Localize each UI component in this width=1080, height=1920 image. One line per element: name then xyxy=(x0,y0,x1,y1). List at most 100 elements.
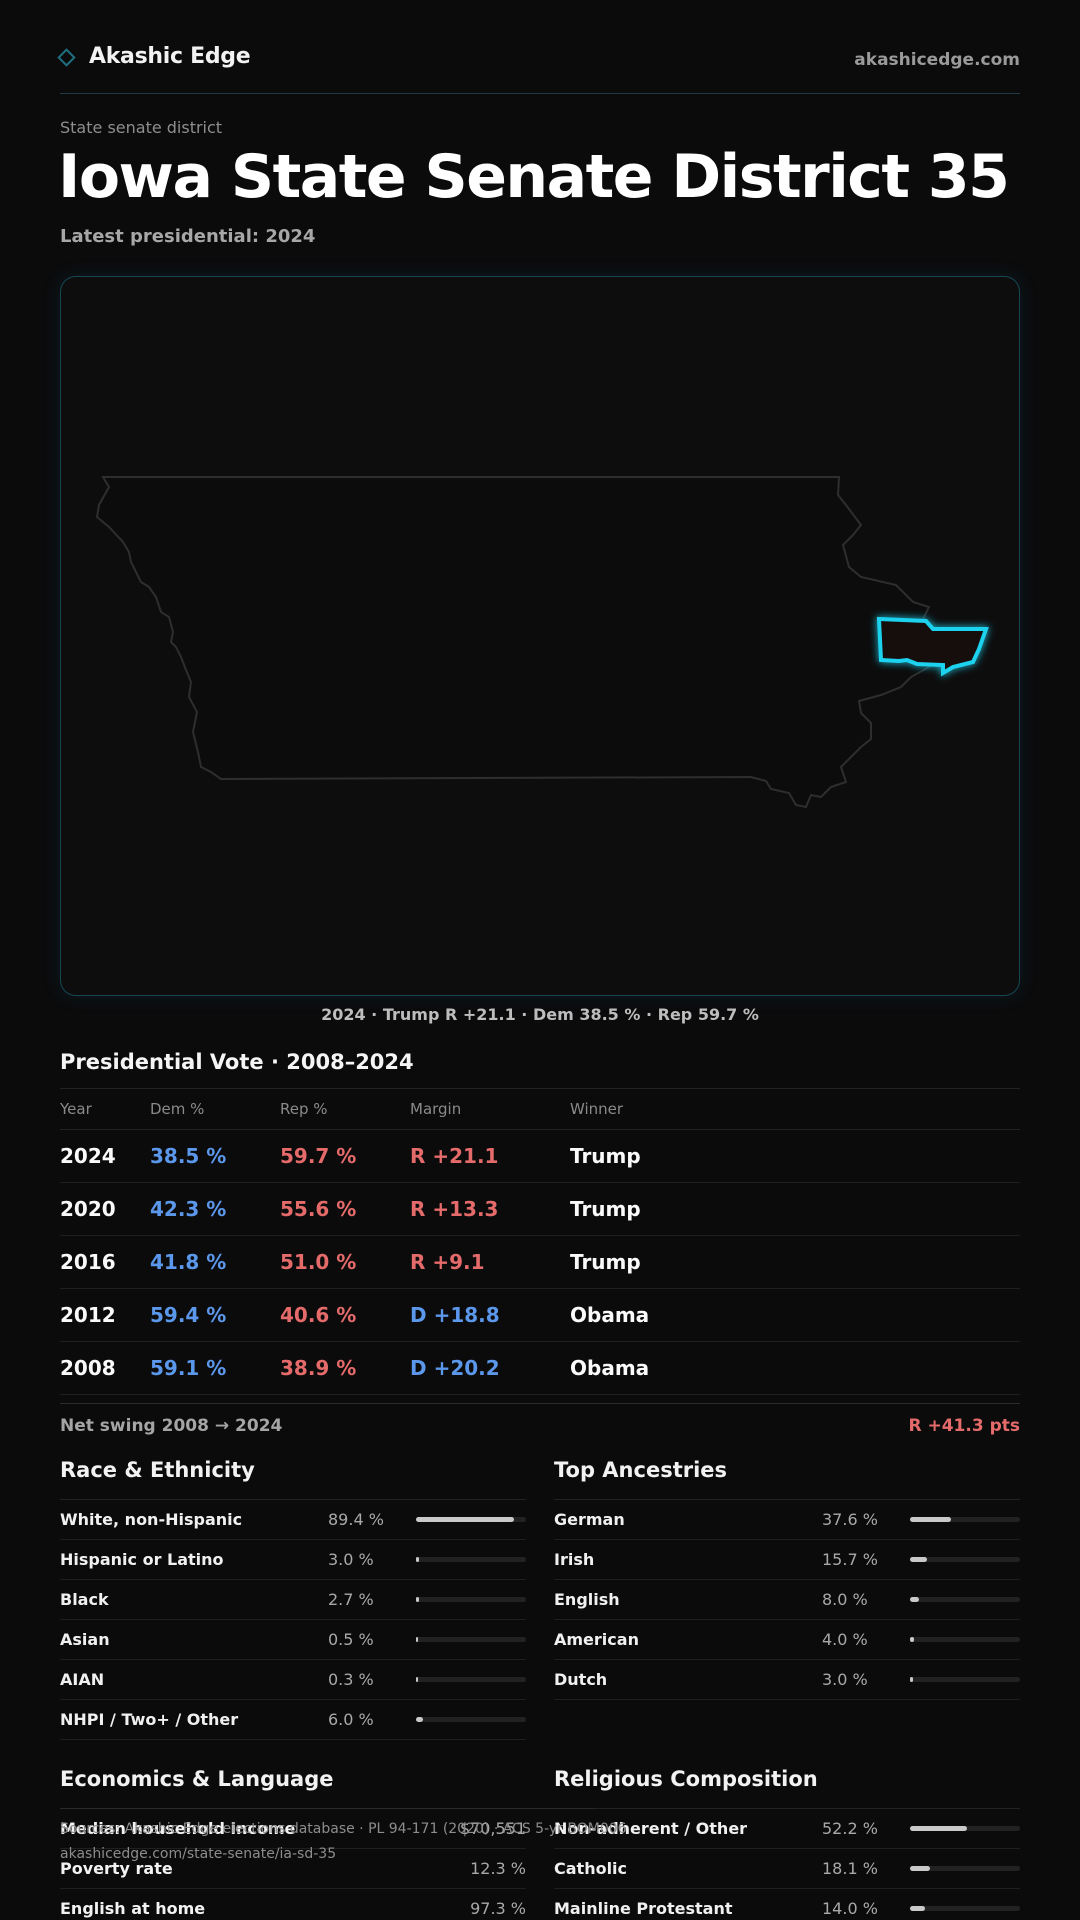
econ-label: Median household income xyxy=(60,1819,296,1838)
col-winner: Winner xyxy=(570,1100,624,1118)
stat-label: Dutch xyxy=(554,1670,608,1689)
stat-row: German 37.6 % xyxy=(554,1500,1020,1540)
footer-sources: Sources: Akashic Edge elections database… xyxy=(60,1821,627,1837)
stat-bar xyxy=(416,1557,526,1562)
stat-bar-fill xyxy=(416,1597,419,1602)
stat-bar xyxy=(910,1597,1020,1602)
year-cell: 2024 xyxy=(60,1144,116,1168)
stat-bar-fill xyxy=(910,1557,928,1562)
econ-label: Poverty rate xyxy=(60,1859,173,1878)
site-link[interactable]: akashicedge.com xyxy=(854,50,1020,70)
stat-bar xyxy=(416,1517,526,1522)
stat-label: AIAN xyxy=(60,1670,105,1689)
ancestry-title: Top Ancestries xyxy=(554,1458,1020,1500)
winner-cell: Trump xyxy=(570,1197,641,1221)
stat-bar xyxy=(910,1517,1020,1522)
economics-section: Economics & Language Median household in… xyxy=(60,1767,526,1920)
presidential-table: Year Dem % Rep % Margin Winner 2024 38.5… xyxy=(60,1088,1020,1395)
stat-label: Black xyxy=(60,1590,109,1609)
footer: Sources: Akashic Edge elections database… xyxy=(60,1808,627,1867)
stat-row: Asian 0.5 % xyxy=(60,1620,526,1660)
year-cell: 2020 xyxy=(60,1197,116,1221)
stat-bar-fill xyxy=(910,1597,919,1602)
map-caption: 2024 · Trump R +21.1 · Dem 38.5 % · Rep … xyxy=(321,1005,759,1024)
stat-value: 89.4 % xyxy=(328,1510,384,1529)
stat-label: NHPI / Two+ / Other xyxy=(60,1710,239,1729)
margin-cell: R +13.3 xyxy=(410,1197,499,1221)
stat-value: 2.7 % xyxy=(328,1590,374,1609)
econ-value: 97.3 % xyxy=(470,1899,526,1918)
stat-bar xyxy=(910,1866,1020,1871)
stat-bar xyxy=(416,1677,526,1682)
stat-label: Non-adherent / Other xyxy=(554,1819,748,1838)
stat-bar xyxy=(910,1557,1020,1562)
dem-cell: 42.3 % xyxy=(150,1197,227,1221)
stat-bar xyxy=(416,1637,526,1642)
stat-row: Mainline Protestant 14.0 % xyxy=(554,1889,1020,1920)
econ-row: English at home 97.3 % xyxy=(60,1889,526,1920)
stat-bar-fill xyxy=(416,1557,420,1562)
margin-cell: D +18.8 xyxy=(410,1303,500,1327)
winner-cell: Obama xyxy=(570,1303,650,1327)
stat-row: Black 2.7 % xyxy=(60,1580,526,1620)
religion-title: Religious Composition xyxy=(554,1767,1020,1809)
stat-value: 8.0 % xyxy=(822,1590,868,1609)
stat-bar-fill xyxy=(910,1866,930,1871)
stat-value: 18.1 % xyxy=(822,1859,878,1878)
footer-url[interactable]: akashicedge.com/state-senate/ia-sd-35 xyxy=(60,1846,337,1862)
district-35-outline xyxy=(876,616,989,677)
margin-cell: R +9.1 xyxy=(410,1250,485,1274)
dem-cell: 59.1 % xyxy=(150,1356,227,1380)
stat-bar xyxy=(910,1677,1020,1682)
stat-row: White, non-Hispanic 89.4 % xyxy=(60,1500,526,1540)
stat-value: 3.0 % xyxy=(328,1550,374,1569)
stat-bar xyxy=(910,1826,1020,1831)
table-row: 2008 59.1 % 38.9 % D +20.2 Obama xyxy=(60,1342,1020,1395)
stat-bar-fill xyxy=(910,1517,952,1522)
col-rep: Rep % xyxy=(280,1100,328,1118)
stat-row: English 8.0 % xyxy=(554,1580,1020,1620)
stat-value: 15.7 % xyxy=(822,1550,878,1569)
table-row: 2016 41.8 % 51.0 % R +9.1 Trump xyxy=(60,1236,1020,1289)
margin-cell: D +20.2 xyxy=(410,1356,500,1380)
rep-cell: 38.9 % xyxy=(280,1356,357,1380)
econ-label: English at home xyxy=(60,1899,206,1918)
site-header: Akashic Edge akashicedge.com xyxy=(57,44,1020,94)
econ-value: $70,551 xyxy=(459,1819,526,1838)
year-cell: 2012 xyxy=(60,1303,116,1327)
page-title: Iowa State Senate District 35 xyxy=(58,142,1010,212)
stat-bar-fill xyxy=(416,1637,418,1642)
stat-bar-fill xyxy=(416,1717,423,1722)
rep-cell: 51.0 % xyxy=(280,1250,357,1274)
race-title: Race & Ethnicity xyxy=(60,1458,526,1500)
stat-value: 52.2 % xyxy=(822,1819,878,1838)
stat-row: Irish 15.7 % xyxy=(554,1540,1020,1580)
stat-row: Non-adherent / Other 52.2 % xyxy=(554,1809,1020,1849)
year-cell: 2008 xyxy=(60,1356,116,1380)
stat-bar-fill xyxy=(910,1826,968,1831)
rep-cell: 55.6 % xyxy=(280,1197,357,1221)
religion-section: Religious Composition Non-adherent / Oth… xyxy=(554,1767,1020,1920)
winner-cell: Obama xyxy=(570,1356,650,1380)
stat-label: White, non-Hispanic xyxy=(60,1510,243,1529)
dem-cell: 41.8 % xyxy=(150,1250,227,1274)
district-map xyxy=(60,276,1020,996)
table-row: 2020 42.3 % 55.6 % R +13.3 Trump xyxy=(60,1183,1020,1236)
stat-row: Catholic 18.1 % xyxy=(554,1849,1020,1889)
stat-row: Hispanic or Latino 3.0 % xyxy=(60,1540,526,1580)
stat-row: American 4.0 % xyxy=(554,1620,1020,1660)
stat-row: NHPI / Two+ / Other 6.0 % xyxy=(60,1700,526,1740)
econ-row: Poverty rate 12.3 % xyxy=(60,1849,526,1889)
stat-bar-fill xyxy=(910,1677,914,1682)
brand[interactable]: Akashic Edge xyxy=(57,44,251,69)
stat-bar-fill xyxy=(416,1677,418,1682)
rep-cell: 59.7 % xyxy=(280,1144,357,1168)
stat-value: 37.6 % xyxy=(822,1510,878,1529)
stat-label: Hispanic or Latino xyxy=(60,1550,224,1569)
brand-name: Akashic Edge xyxy=(89,44,251,69)
ancestry-section: Top Ancestries German 37.6 % Irish 15.7 … xyxy=(554,1458,1020,1700)
stat-value: 6.0 % xyxy=(328,1710,374,1729)
stat-bar xyxy=(910,1637,1020,1642)
state-outline xyxy=(95,476,942,809)
margin-cell: R +21.1 xyxy=(410,1144,499,1168)
